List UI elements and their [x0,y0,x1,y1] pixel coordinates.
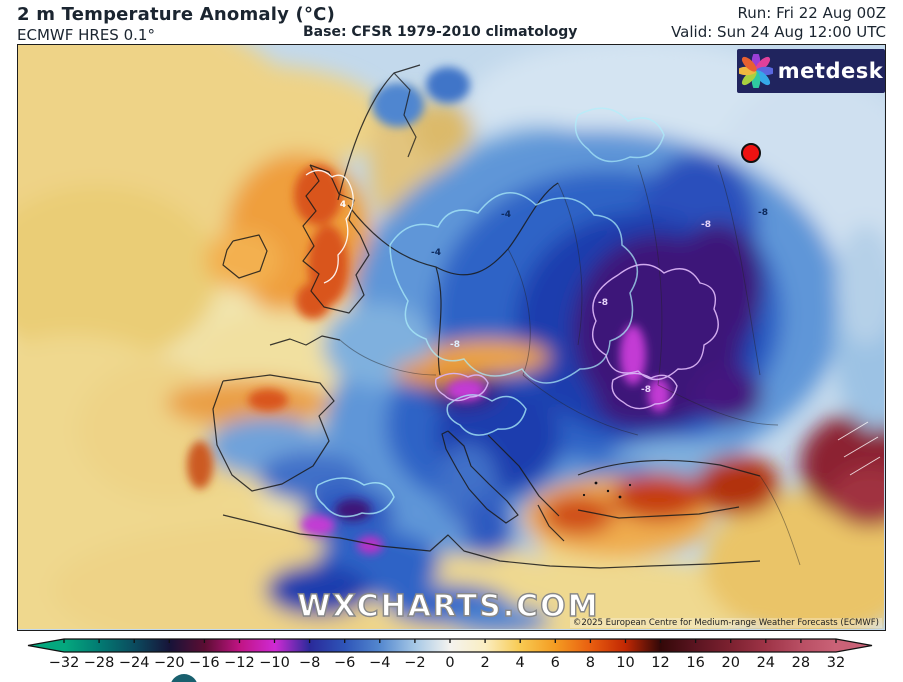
location-marker-dot[interactable] [739,141,763,165]
colorbar-label: −24 [118,655,150,671]
extreme-warm-hatch [837,421,881,476]
contour-label: -8 [641,385,651,395]
colorbar-label: 12 [651,655,670,671]
colorbar-label: 6 [550,655,560,671]
colorbar-label: 16 [686,655,705,671]
run-time-label: Run: Fri 22 Aug 00Z [737,4,887,22]
model-label: ECMWF HRES 0.1° [17,25,155,44]
contour-label: -8 [450,340,460,350]
colorbar-label: −20 [153,655,185,671]
colorbar-label: −10 [259,655,290,671]
valid-time-label: Valid: Sun 24 Aug 12:00 UTC [671,23,886,42]
temperature-anomaly-colorbar [27,638,873,653]
colorbar-label: −12 [224,655,255,671]
wxcharts-watermark: WXCHARTS.COM [297,588,600,624]
colorbar-label: 10 [616,655,635,671]
climatology-base-label: Base: CFSR 1979-2010 climatology [303,24,578,40]
metdesk-logo-text: metdesk [777,59,884,83]
anomaly-blobs-soft [18,45,884,629]
cold-contours [315,107,665,518]
header-right: Run: Fri 22 Aug 00Z Valid: Sun 24 Aug 12… [671,4,886,42]
colorbar-label: 4 [515,655,525,671]
anomaly-field-canvas [18,45,884,629]
contour-label: -8 [598,298,608,308]
colorbar-label: 24 [756,655,776,671]
anomaly-blobs-cores [187,67,670,554]
severe-cold-contours [434,263,719,410]
anomaly-map[interactable]: -4 -8 -8 -8 -4 -8 4 -8 metdesk WXCHARTS.… [17,44,886,631]
colorbar-label: 2 [480,655,490,671]
contour-label: 4 [339,200,347,210]
avatar-dot[interactable] [170,674,198,682]
contour-label: -8 [701,220,711,230]
colorbar-label: 0 [445,655,455,671]
warm-contours [305,169,354,284]
colorbar-label: 20 [721,655,740,671]
colorbar-label: 8 [585,655,595,671]
colorbar-label: −16 [189,655,220,671]
colorbar-tick-labels: −32 −28 −24 −20 −16 −12 −10 −8 −6 −4 −2 0 2 4 6 8 10 12 16… [0,655,903,677]
contour-label: -4 [501,210,511,220]
colorbar-label: 28 [791,655,811,671]
colorbar-label: 32 [826,655,846,671]
colorbar-label: −4 [369,655,391,671]
islands [582,481,632,499]
contour-label: -8 [758,208,768,218]
metdesk-logo[interactable]: metdesk [737,49,885,93]
page-title: 2 m Temperature Anomaly (°C) [17,4,335,25]
colorbar-label: −2 [404,655,426,671]
colorbar-label: −32 [48,655,80,671]
metdesk-logo-icon [738,54,773,88]
colorbar-label: −6 [334,655,356,671]
colorbar-label: −8 [298,655,321,671]
colorbar-label: −28 [83,655,115,671]
contour-label: -4 [431,248,441,258]
header-left: 2 m Temperature Anomaly (°C) ECMWF HRES … [17,4,335,44]
copyright-notice: ©2025 European Centre for Medium-range W… [569,618,882,628]
